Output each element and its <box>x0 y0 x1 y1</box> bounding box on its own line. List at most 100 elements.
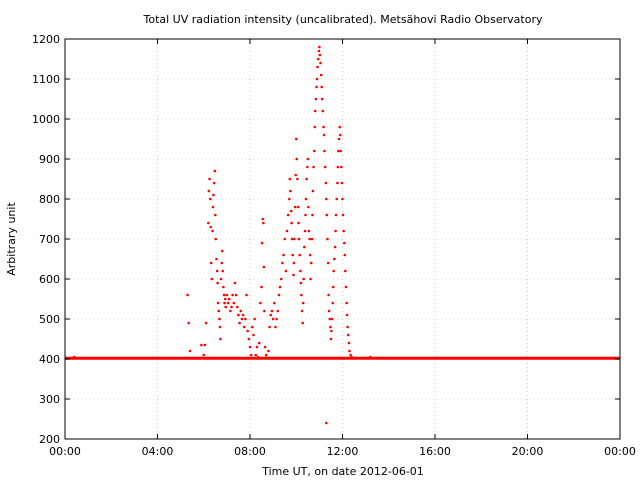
data-point <box>230 305 233 309</box>
data-point <box>335 197 339 201</box>
data-point <box>328 317 332 321</box>
data-point <box>292 273 295 277</box>
data-point <box>254 353 258 357</box>
data-point <box>331 285 335 289</box>
data-point <box>333 257 336 261</box>
data-point <box>304 213 307 217</box>
data-point <box>321 109 325 113</box>
data-point <box>306 165 309 169</box>
data-point <box>256 355 260 359</box>
data-point <box>285 229 289 233</box>
data-point <box>344 285 348 289</box>
data-point <box>269 313 273 317</box>
x-tick-label: 00:00 <box>604 445 636 458</box>
data-point <box>334 213 338 217</box>
data-point <box>330 329 333 333</box>
data-point <box>231 293 234 297</box>
data-point <box>319 61 322 65</box>
data-point <box>347 341 351 345</box>
data-point <box>237 313 240 317</box>
data-point <box>223 297 227 301</box>
x-tick-label: 08:00 <box>234 445 266 458</box>
data-point <box>323 165 327 169</box>
data-point <box>338 133 342 137</box>
data-point <box>207 189 211 193</box>
data-point <box>218 317 221 321</box>
data-point <box>208 197 212 201</box>
data-point <box>211 229 214 233</box>
data-point <box>226 301 230 305</box>
data-point <box>300 309 304 313</box>
data-point <box>279 277 283 281</box>
data-points <box>65 45 620 425</box>
data-point <box>272 301 276 305</box>
data-point <box>271 317 275 321</box>
y-tick-label: 600 <box>39 273 60 286</box>
data-point <box>297 237 301 241</box>
data-point <box>283 237 286 241</box>
data-point <box>221 269 225 273</box>
data-point <box>315 85 318 89</box>
data-point <box>308 237 311 241</box>
y-axis: 200 300 400 500 600 700 800 900 1000 1100 1200 <box>32 33 620 446</box>
data-point <box>350 355 354 359</box>
data-point <box>311 189 315 193</box>
y-tick-label: 400 <box>39 353 60 366</box>
data-point <box>313 125 317 129</box>
data-point <box>223 301 226 305</box>
data-point <box>290 221 293 225</box>
data-point <box>214 213 217 217</box>
data-point <box>242 325 246 329</box>
data-point <box>227 297 231 301</box>
data-point <box>308 253 312 257</box>
data-point <box>320 85 323 89</box>
data-point <box>343 269 347 273</box>
data-point <box>310 237 314 241</box>
data-point <box>209 225 212 229</box>
chart-title: Total UV radiation intensity (uncalibrat… <box>143 13 543 26</box>
data-point <box>246 329 249 333</box>
data-point <box>341 197 344 201</box>
data-point <box>263 309 266 313</box>
data-point <box>329 325 332 329</box>
data-point <box>214 237 218 241</box>
data-point <box>276 309 280 313</box>
data-point <box>267 349 270 353</box>
data-point <box>333 245 337 249</box>
data-point <box>284 269 288 273</box>
data-point <box>289 209 293 213</box>
data-point <box>188 349 192 353</box>
data-point <box>299 269 302 273</box>
data-point <box>309 277 312 281</box>
data-point <box>248 345 252 349</box>
data-point <box>244 317 247 321</box>
data-point <box>325 421 328 425</box>
data-point <box>318 45 321 49</box>
data-point <box>240 317 244 321</box>
data-point <box>211 205 215 209</box>
data-point <box>274 325 277 329</box>
data-point <box>253 317 256 321</box>
data-point <box>222 293 226 297</box>
data-point <box>281 261 284 265</box>
y-tick-label: 1100 <box>32 73 60 86</box>
data-point <box>261 217 265 221</box>
data-point <box>288 197 291 201</box>
data-point <box>302 277 305 281</box>
data-point <box>262 265 266 269</box>
data-point <box>295 157 299 161</box>
data-point <box>343 253 347 257</box>
data-point <box>205 356 209 360</box>
data-point <box>239 309 243 313</box>
data-point <box>346 325 349 329</box>
data-point <box>348 349 351 353</box>
data-point <box>332 269 336 273</box>
data-point <box>222 285 225 289</box>
data-point <box>270 309 274 313</box>
data-point <box>318 53 322 57</box>
data-point <box>202 353 206 357</box>
data-point <box>187 321 191 325</box>
data-point <box>216 281 219 285</box>
data-point <box>314 97 318 101</box>
data-point <box>288 177 292 181</box>
